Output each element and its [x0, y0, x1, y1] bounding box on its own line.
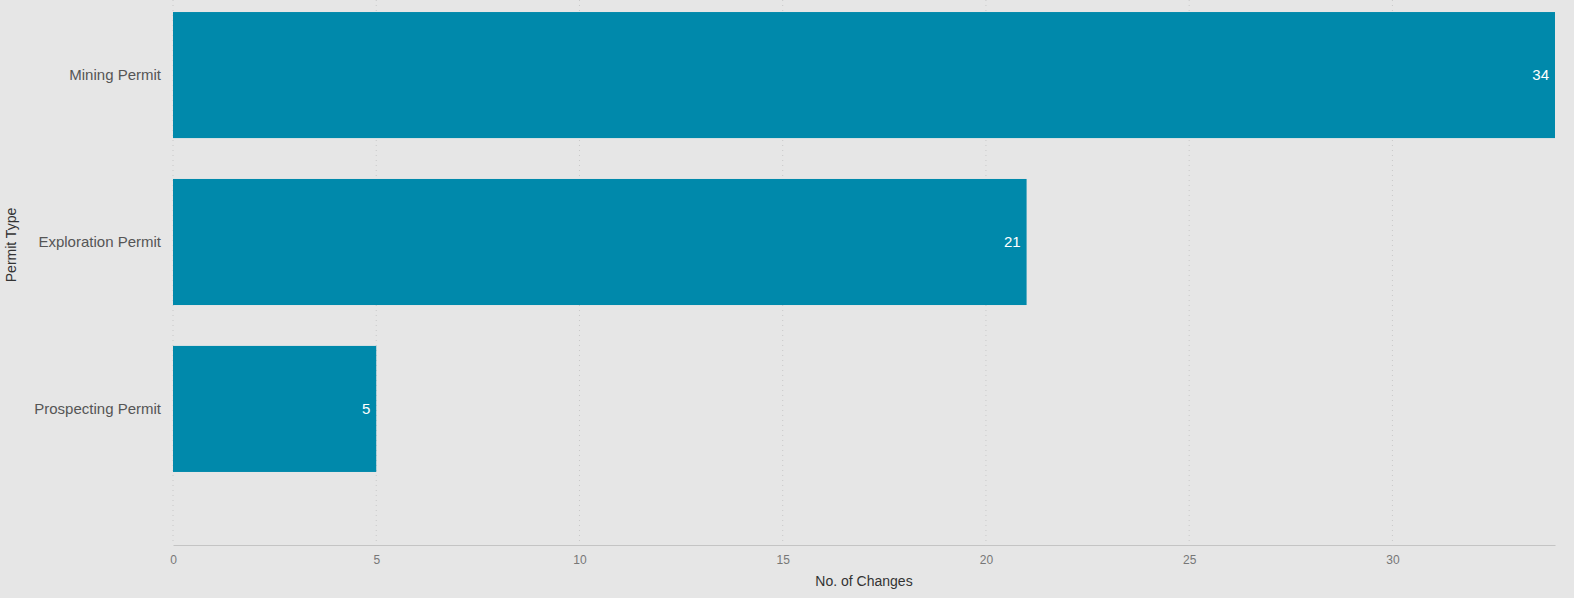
- chart: 34 21 5 0 5 10 15 20 25 30 Mining Permit Exploratio…: [0, 0, 1574, 598]
- bar: [173, 12, 1555, 138]
- x-tick-label: 15: [777, 553, 791, 567]
- y-tick-label: Mining Permit: [69, 66, 162, 83]
- x-axis-title: No. of Changes: [815, 573, 912, 589]
- background: [0, 0, 1574, 598]
- data-label: 34: [1532, 66, 1549, 83]
- bars: [173, 12, 1555, 472]
- data-label: 5: [362, 400, 370, 417]
- x-tick-label: 5: [373, 553, 380, 567]
- x-tick: 5: [373, 545, 380, 567]
- x-tick: 20: [980, 545, 994, 567]
- y-tick: Exploration Permit: [38, 233, 173, 250]
- x-tick: 25: [1183, 545, 1197, 567]
- x-tick: 15: [777, 545, 791, 567]
- y-tick-label: Prospecting Permit: [34, 400, 162, 417]
- x-tick-label: 10: [573, 553, 587, 567]
- x-tick-label: 0: [170, 553, 177, 567]
- x-tick: 0: [170, 545, 177, 567]
- x-tick: 30: [1386, 545, 1400, 567]
- bar: [173, 179, 1027, 305]
- y-axis: Mining Permit Exploration Permit Prospecti…: [34, 66, 173, 417]
- data-label: 21: [1004, 233, 1021, 250]
- x-tick-label: 20: [980, 553, 994, 567]
- x-axis-line: [174, 545, 1556, 546]
- x-tick-label: 25: [1183, 553, 1197, 567]
- y-tick: Prospecting Permit: [34, 400, 173, 417]
- data-labels: 34 21 5: [362, 66, 1549, 417]
- bar: [173, 346, 376, 472]
- y-tick-label: Exploration Permit: [38, 233, 161, 250]
- x-axis: 0 5 10 15 20 25 30: [170, 545, 1555, 567]
- x-tick-label: 30: [1386, 553, 1400, 567]
- y-tick: Mining Permit: [69, 66, 173, 83]
- y-axis-title: Permit Type: [3, 208, 19, 283]
- x-tick: 10: [573, 545, 587, 567]
